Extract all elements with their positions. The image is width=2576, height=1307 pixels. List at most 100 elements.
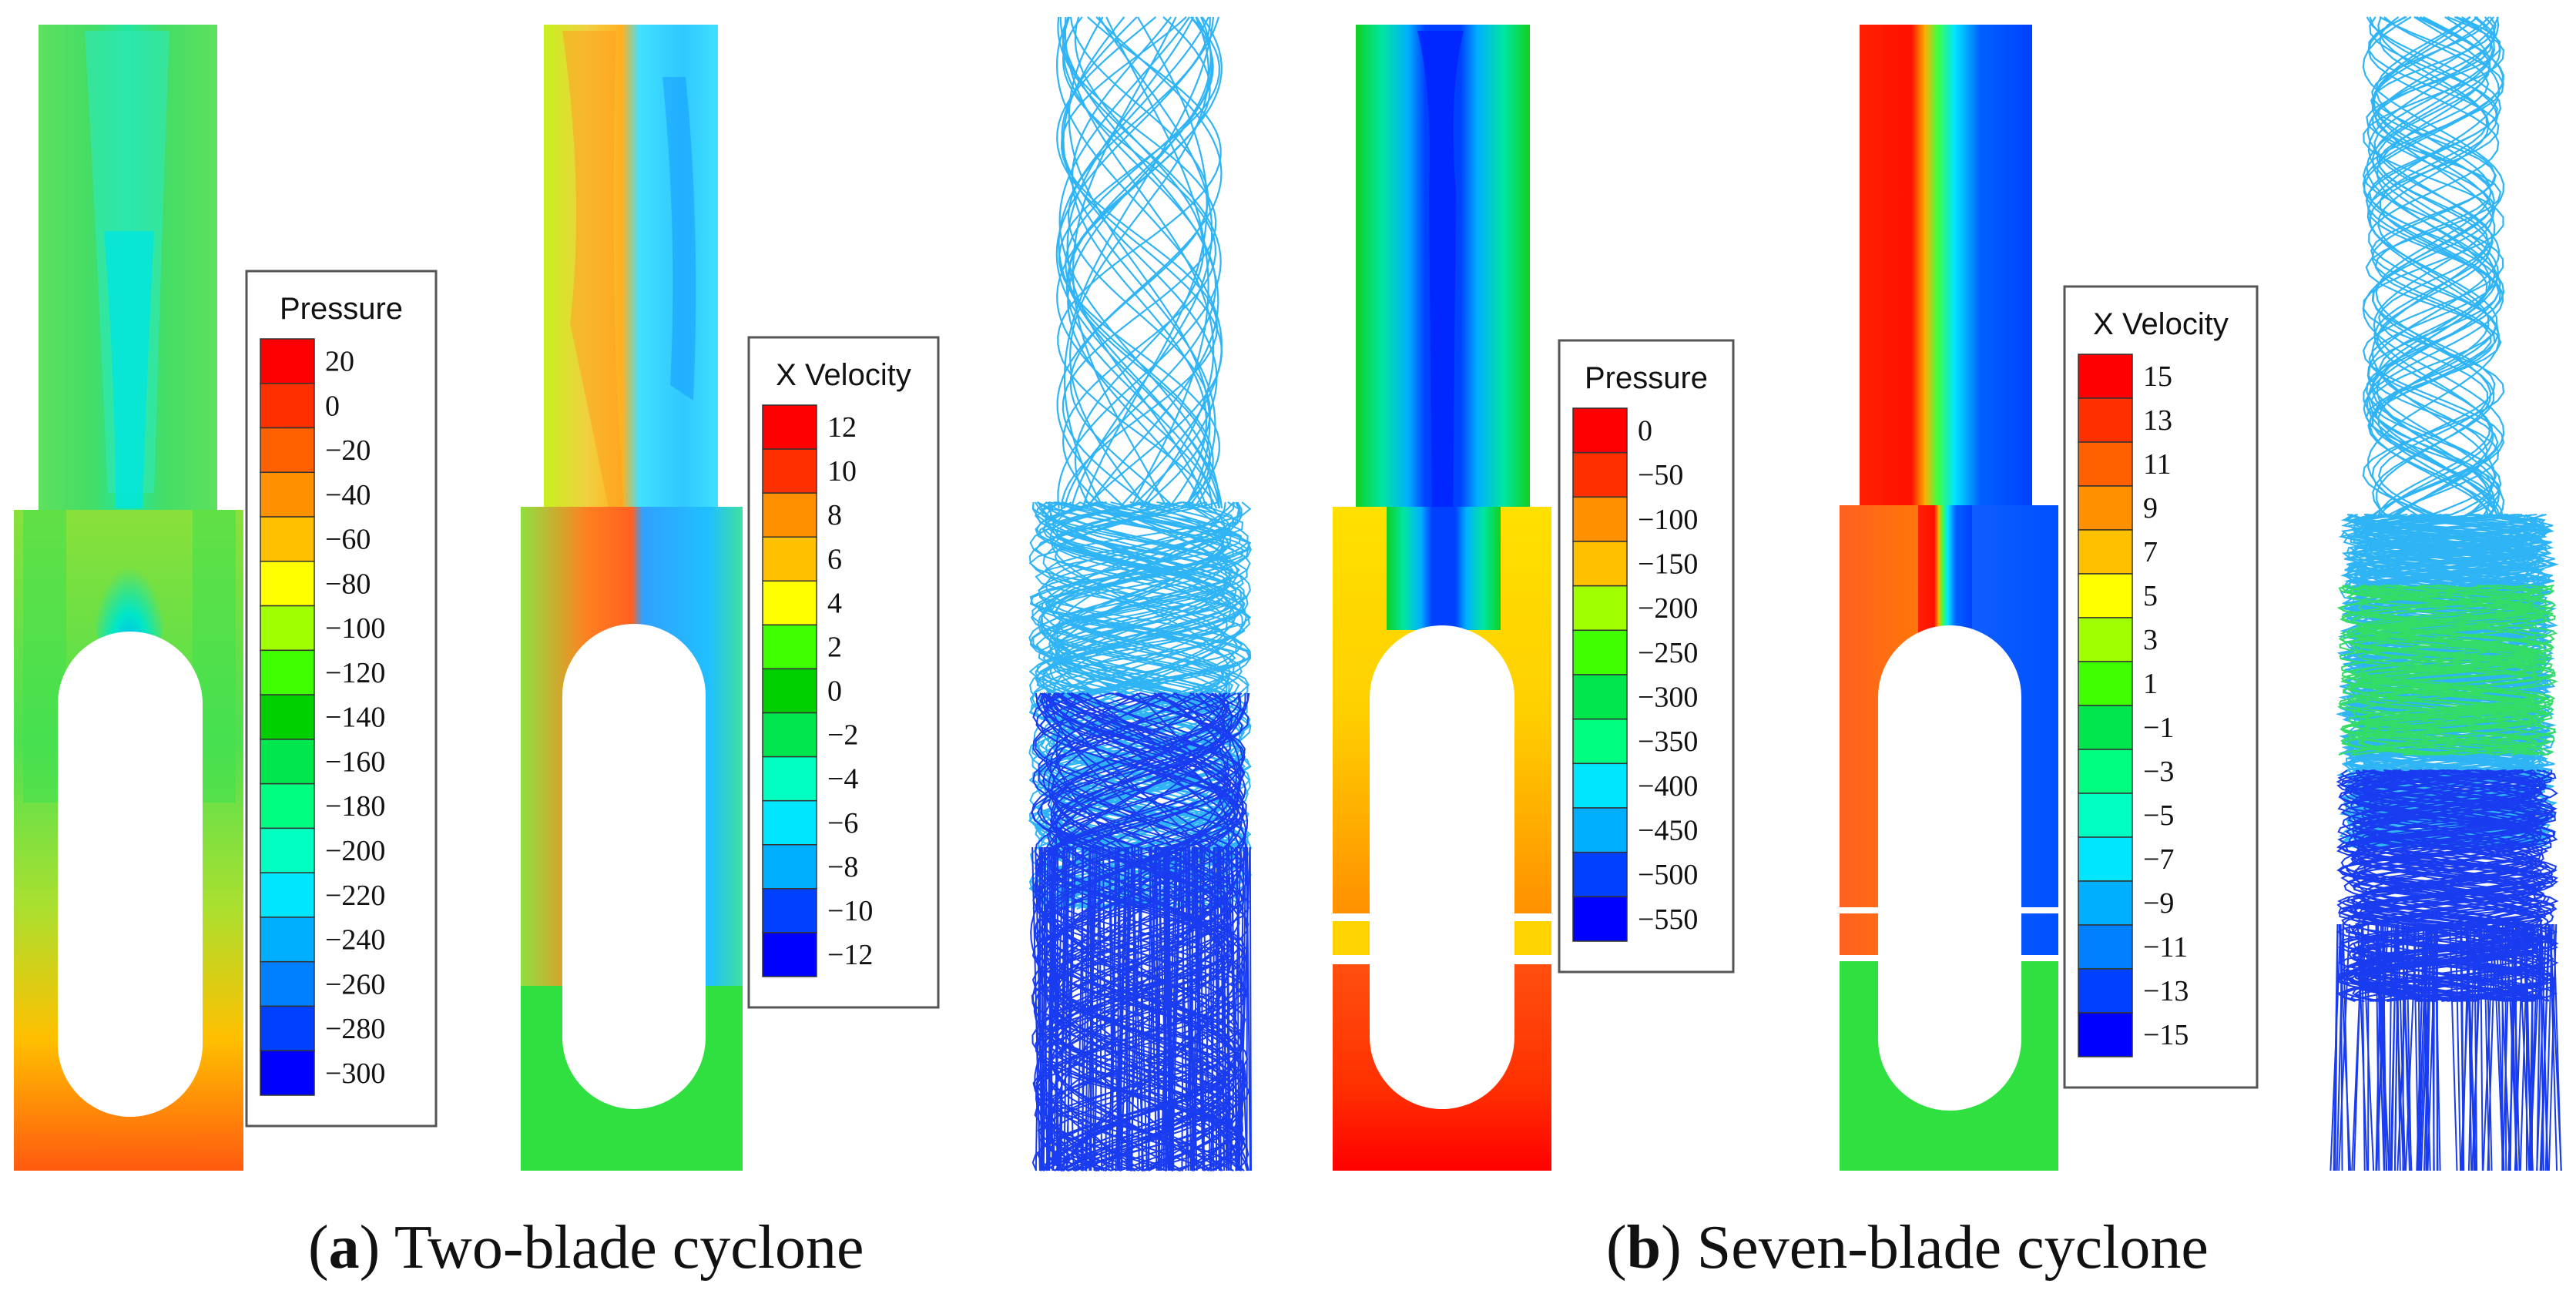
legend-swatch xyxy=(762,580,817,626)
legend-swatch xyxy=(1572,585,1628,632)
two-blade-pressure-contour xyxy=(14,25,243,1171)
legend-swatch xyxy=(260,827,315,873)
caption-letter: a xyxy=(328,1214,360,1282)
legend-label: −50 xyxy=(1638,459,1683,491)
panel-seven-blade xyxy=(1333,15,2562,1171)
legend-swatch xyxy=(260,1005,315,1051)
legend-label: −250 xyxy=(1638,637,1698,669)
legend-swatch xyxy=(762,932,817,977)
legend-label: 3 xyxy=(2143,624,2158,656)
legend-title: Pressure xyxy=(1585,361,1708,395)
legend-swatch xyxy=(260,649,315,695)
caption-letter: b xyxy=(1626,1214,1662,1282)
legend-label: −160 xyxy=(325,746,385,778)
legend-label: −5 xyxy=(2143,799,2174,832)
legend-swatch xyxy=(260,694,315,740)
legend-swatch xyxy=(260,917,315,963)
caption-text: Two-blade cyclone xyxy=(380,1214,864,1282)
legend-swatch xyxy=(2078,529,2133,575)
legend-label: −6 xyxy=(827,807,858,839)
legend-swatch xyxy=(2078,573,2133,618)
legend-swatch xyxy=(260,1050,315,1096)
seven-blade-xvelocity-contour xyxy=(1840,25,2058,1171)
legend-swatch xyxy=(1572,718,1628,765)
legend-swatch xyxy=(1572,851,1628,898)
legend-swatch xyxy=(260,516,315,562)
legend-label: −300 xyxy=(325,1057,385,1090)
legend-xvelocity-two-blade: X Velocity 12 10 8 6 4 2 0 −2 −4 −6 −8 −10 −12 xyxy=(747,336,940,1009)
legend-pressure-seven-blade: Pressure 0 −50 −100 −150 −200 −250 −300 −350 −400… xyxy=(1558,339,1735,974)
legend-swatch xyxy=(762,448,817,494)
legend-label: −240 xyxy=(325,924,385,957)
legend-label: 1 xyxy=(2143,668,2158,700)
legend-swatch xyxy=(1572,896,1628,942)
legend-label: −13 xyxy=(2143,975,2189,1007)
legend-label: 5 xyxy=(2143,580,2158,612)
legend-label: −8 xyxy=(827,851,858,883)
legend-label: −100 xyxy=(325,612,385,645)
legend-swatch xyxy=(1572,674,1628,720)
legend-swatch xyxy=(2078,1012,2133,1057)
legend-swatch xyxy=(762,799,817,846)
legend-swatch xyxy=(260,872,315,918)
legend-swatch xyxy=(1572,541,1628,587)
legend-swatch xyxy=(260,739,315,785)
legend-swatch xyxy=(260,561,315,607)
legend-swatch xyxy=(260,427,315,474)
legend-label: 10 xyxy=(827,455,857,488)
legend-title: X Velocity xyxy=(2093,307,2229,341)
legend-swatch xyxy=(2078,661,2133,706)
legend-label: 12 xyxy=(827,411,857,444)
legend-label: −550 xyxy=(1638,903,1698,936)
legend-swatch xyxy=(260,338,315,384)
legend-label: −350 xyxy=(1638,726,1698,758)
legend-swatch xyxy=(260,471,315,518)
legend-label: −260 xyxy=(325,968,385,1000)
legend-label: −200 xyxy=(1638,592,1698,625)
caption-two-blade: (a) Two-blade cyclone xyxy=(308,1214,864,1282)
caption-seven-blade: (b) Seven-blade cyclone xyxy=(1606,1214,2209,1282)
legend-swatch xyxy=(2078,749,2133,794)
legend-swatch xyxy=(2078,441,2133,487)
legend-label: −200 xyxy=(325,835,385,867)
legend-label: 13 xyxy=(2143,404,2172,437)
two-blade-xvelocity-contour xyxy=(521,25,743,1171)
legend-swatch xyxy=(2078,397,2133,443)
legend-swatch xyxy=(2078,705,2133,750)
legend-label: −7 xyxy=(2143,843,2174,876)
legend-swatch xyxy=(2078,924,2133,970)
legend-label: 0 xyxy=(827,675,842,708)
legend-swatch xyxy=(1572,629,1628,675)
legend-label: −2 xyxy=(827,719,858,752)
legend-title: X Velocity xyxy=(776,358,911,392)
legend-swatch xyxy=(762,888,817,933)
legend-label: −180 xyxy=(325,790,385,823)
legend-label: 15 xyxy=(2143,360,2172,393)
legend-label: −3 xyxy=(2143,756,2174,788)
legend-swatch xyxy=(260,783,315,829)
legend-label: −400 xyxy=(1638,770,1698,803)
legend-swatch xyxy=(1572,496,1628,542)
legend-swatch xyxy=(260,383,315,429)
legend-label: 20 xyxy=(325,346,354,378)
legend-label: −15 xyxy=(2143,1019,2189,1051)
legend-swatch xyxy=(1572,762,1628,809)
legend-label: −20 xyxy=(325,434,371,467)
legend-swatch xyxy=(762,668,817,714)
legend-label: −140 xyxy=(325,702,385,734)
legend-swatch xyxy=(762,492,817,538)
legend-label: 4 xyxy=(827,587,842,619)
legend-swatch xyxy=(762,536,817,582)
legend-swatch xyxy=(2078,836,2133,882)
legend-label: −220 xyxy=(325,880,385,912)
legend-pressure-two-blade: Pressure 20 0 −20 −40 −60 −80 −100 −120 −140 −160 −… xyxy=(245,270,438,1128)
legend-label: −280 xyxy=(325,1013,385,1045)
legend-label: −1 xyxy=(2143,712,2174,744)
legend-swatch xyxy=(1572,807,1628,853)
legend-swatch xyxy=(2078,617,2133,662)
legend-label: −40 xyxy=(325,479,371,511)
legend-label: 0 xyxy=(325,390,340,422)
legend-label: −10 xyxy=(827,895,873,927)
legend-swatch xyxy=(762,756,817,802)
